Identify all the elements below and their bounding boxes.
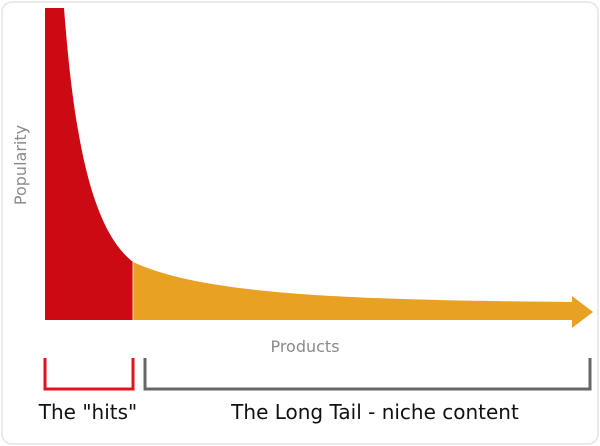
hits-label: The "hits" <box>38 400 137 424</box>
y-axis-label: Popularity <box>11 125 30 205</box>
tail-bracket <box>143 358 592 391</box>
x-axis-label: Products <box>270 337 339 356</box>
hits-bracket <box>43 358 135 391</box>
tail-label: The Long Tail - niche content <box>230 400 519 424</box>
long-tail-area <box>133 262 593 328</box>
hits-area <box>45 8 133 320</box>
